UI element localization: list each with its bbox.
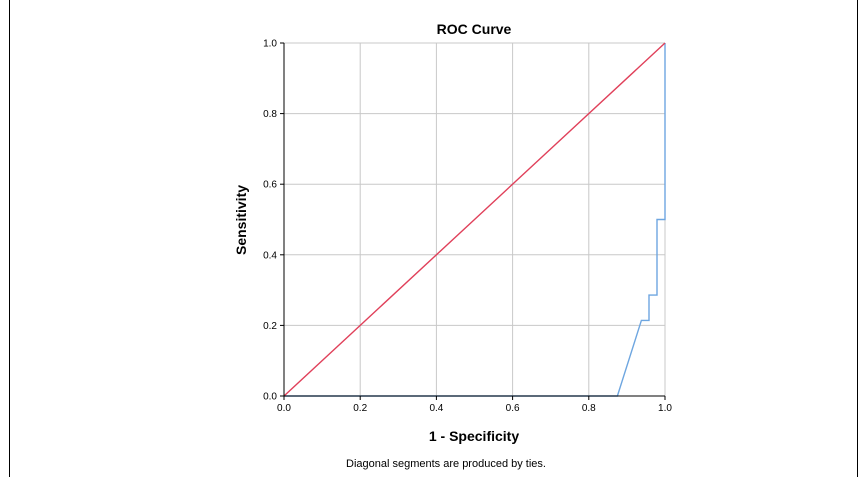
- viewer-left-border: [9, 0, 10, 477]
- x-tick-label-2: 0.4: [429, 403, 443, 414]
- y-axis-ticks: 0.0 0.2 0.4 0.6 0.8 1.0: [263, 39, 284, 403]
- grid: [283, 42, 666, 397]
- y-tick-label-0: 0.0: [263, 392, 277, 403]
- viewer-right-border: [857, 0, 858, 477]
- y-tick-label-4: 0.8: [263, 109, 277, 120]
- roc-curve-line: [284, 43, 666, 397]
- y-tick-label-3: 0.6: [263, 180, 277, 191]
- y-tick-label-1: 0.2: [263, 321, 277, 332]
- x-tick-label-4: 0.8: [582, 403, 596, 414]
- chart-footnote: Diagonal segments are produced by ties.: [346, 458, 546, 470]
- y-tick-label-2: 0.4: [263, 250, 277, 261]
- axes: [283, 43, 665, 397]
- x-axis-title: 1 - Specificity: [429, 428, 519, 444]
- reference-diagonal-line: [283, 42, 666, 397]
- x-tick-label-1: 0.2: [353, 403, 367, 414]
- x-tick-label-0: 0.0: [277, 403, 291, 414]
- x-tick-label-5: 1.0: [658, 403, 672, 414]
- y-axis-title: Sensitivity: [233, 185, 249, 255]
- chart-title: ROC Curve: [437, 21, 512, 37]
- x-axis-ticks: 0.0 0.2 0.4 0.6 0.8 1.0: [277, 396, 672, 414]
- x-tick-label-3: 0.6: [506, 403, 520, 414]
- series-group: [283, 42, 666, 397]
- y-tick-label-5: 1.0: [263, 39, 277, 50]
